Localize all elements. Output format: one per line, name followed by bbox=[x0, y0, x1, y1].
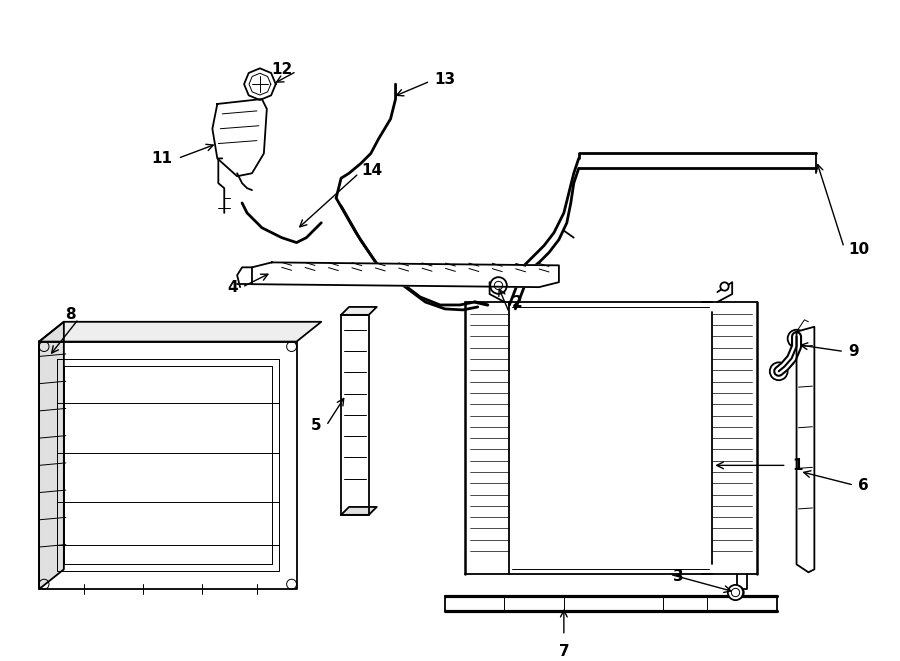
Polygon shape bbox=[212, 99, 266, 176]
Text: 8: 8 bbox=[65, 307, 76, 323]
Polygon shape bbox=[796, 327, 814, 572]
Text: 5: 5 bbox=[310, 418, 321, 433]
Text: 12: 12 bbox=[271, 62, 292, 77]
Polygon shape bbox=[39, 322, 64, 589]
Text: 9: 9 bbox=[848, 344, 859, 359]
Polygon shape bbox=[252, 262, 559, 287]
Text: 1: 1 bbox=[793, 458, 803, 473]
Circle shape bbox=[770, 362, 788, 380]
Text: 4: 4 bbox=[228, 280, 238, 295]
Polygon shape bbox=[39, 342, 296, 589]
Polygon shape bbox=[341, 315, 369, 515]
Polygon shape bbox=[341, 307, 377, 315]
Text: 10: 10 bbox=[848, 242, 869, 257]
Text: 7: 7 bbox=[559, 644, 569, 658]
Text: 6: 6 bbox=[858, 478, 868, 492]
Text: 2: 2 bbox=[511, 295, 522, 310]
Polygon shape bbox=[244, 68, 275, 100]
Text: 11: 11 bbox=[152, 151, 173, 166]
Text: 13: 13 bbox=[434, 71, 455, 87]
Polygon shape bbox=[39, 322, 321, 342]
Text: 3: 3 bbox=[673, 568, 683, 584]
Polygon shape bbox=[341, 507, 377, 515]
Text: 14: 14 bbox=[361, 163, 382, 178]
Circle shape bbox=[788, 330, 806, 348]
